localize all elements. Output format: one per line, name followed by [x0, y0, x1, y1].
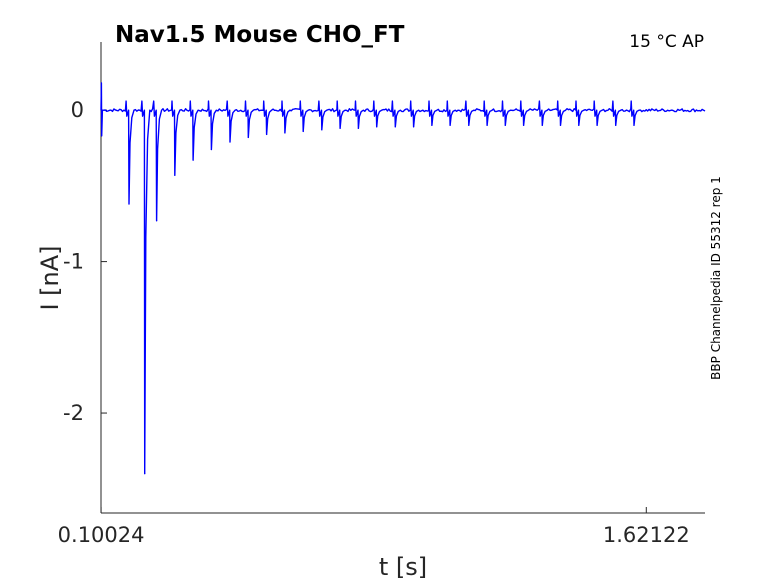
spike-peak — [449, 124, 451, 126]
spike-peak — [192, 159, 194, 161]
current-trace — [100, 82, 706, 475]
spike-peak — [504, 124, 506, 126]
spike-peak — [156, 220, 158, 222]
spike-peak — [144, 473, 146, 475]
spike-peak — [284, 132, 286, 134]
spike-peak — [302, 130, 304, 132]
side-label: BBP Channelpedia ID 55312 rep 1 — [709, 176, 723, 380]
spike-peak — [559, 124, 562, 126]
x-tick-label: 1.62122 — [603, 523, 690, 547]
spike-peak — [339, 127, 341, 129]
spike-peak — [229, 141, 231, 143]
spike-peak — [376, 126, 378, 128]
spike-peak — [321, 129, 323, 131]
spike-marks — [128, 124, 635, 475]
spike-peak — [615, 124, 617, 126]
spike-peak — [596, 124, 598, 126]
chart-title: Nav1.5 Mouse CHO_FT — [115, 22, 405, 48]
spike-peak — [128, 203, 130, 205]
x-axis-label: t [s] — [379, 553, 427, 581]
y-tick-label: -1 — [63, 250, 84, 274]
spike-peak — [210, 148, 212, 151]
condition-label: 15 °C AP — [629, 32, 704, 52]
spike-peak — [247, 136, 249, 138]
spike-peak — [468, 124, 470, 126]
spike-peak — [578, 124, 580, 126]
spike-peak — [266, 133, 268, 135]
y-axis-label: I [nA] — [36, 245, 64, 310]
spike-peak — [431, 124, 433, 126]
y-tick-label: 0 — [71, 98, 84, 122]
x-tick-label: 0.10024 — [58, 523, 145, 547]
spike-peak — [357, 127, 359, 129]
spike-peak — [523, 124, 525, 126]
y-ticks: 0 -1 -2 — [63, 98, 107, 425]
spike-peak — [633, 124, 635, 126]
spike-peak — [174, 174, 176, 176]
y-tick-label: -2 — [63, 401, 84, 425]
spike-peak — [486, 124, 488, 126]
spike-peak — [394, 126, 396, 128]
spike-peak — [541, 124, 543, 126]
x-ticks: 0.10024 1.62122 — [58, 507, 690, 547]
spike-peak — [413, 126, 415, 128]
